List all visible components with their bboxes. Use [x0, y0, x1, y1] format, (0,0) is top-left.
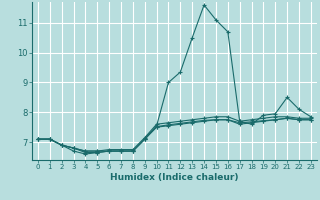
X-axis label: Humidex (Indice chaleur): Humidex (Indice chaleur) [110, 173, 239, 182]
